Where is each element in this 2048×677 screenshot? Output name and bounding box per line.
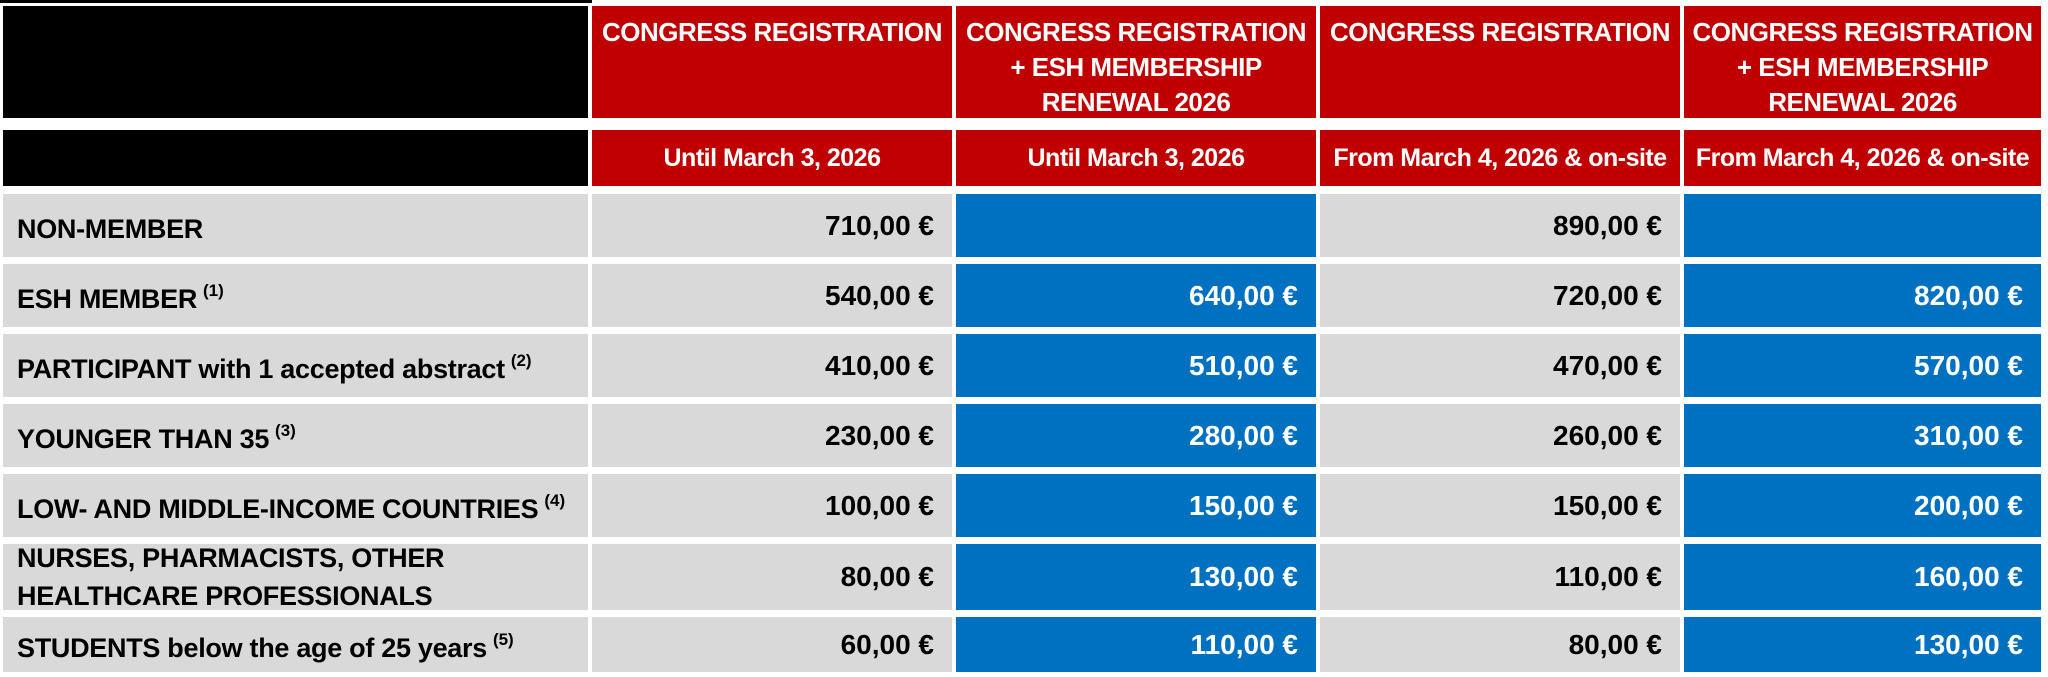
row-label: YOUNGER THAN 35 (3): [17, 417, 296, 455]
table-row-nurses-pharmacists: NURSES, PHARMACISTS, OTHER HEALTHCARE PR…: [3, 542, 2045, 612]
column-header-congress-late: CONGRESS REGISTRATION: [1320, 6, 1680, 118]
deadline-label: From March 4, 2026 & on-site: [1333, 143, 1667, 172]
price-cell: 260,00 €: [1320, 404, 1680, 467]
deadline-header: Until March 3, 2026: [592, 130, 952, 186]
price-cell: 160,00 €: [1684, 544, 2041, 610]
price-cell: 230,00 €: [592, 404, 952, 467]
price-cell: 60,00 €: [592, 617, 952, 672]
fees-table: CONGRESS REGISTRATION CONGRESS REGISTRAT…: [3, 6, 2045, 672]
price-cell: [956, 194, 1316, 257]
redacted-header-cell: [3, 6, 588, 118]
deadline-label: Until March 3, 2026: [663, 143, 881, 172]
header-row-titles: CONGRESS REGISTRATION CONGRESS REGISTRAT…: [3, 6, 2045, 118]
row-label-text: STUDENTS below the age of 25 years: [17, 632, 487, 663]
table-row-esh-member: ESH MEMBER (1) 540,00 € 640,00 € 720,00 €…: [3, 264, 2045, 327]
table-row-younger-than-35: YOUNGER THAN 35 (3) 230,00 € 280,00 € 260…: [3, 404, 2045, 467]
row-label-cell: PARTICIPANT with 1 accepted abstract (2): [3, 334, 588, 397]
column-header-congress-early: CONGRESS REGISTRATION: [592, 6, 952, 118]
row-label-cell: NON-MEMBER: [3, 194, 588, 257]
footnote-marker: (5): [492, 629, 514, 649]
table-row-low-middle-income: LOW- AND MIDDLE-INCOME COUNTRIES (4) 100,…: [3, 474, 2045, 537]
price-cell: 130,00 €: [1684, 617, 2041, 672]
footnote-marker: (2): [510, 350, 532, 370]
footnote-marker: (4): [544, 490, 566, 510]
row-label-cell: STUDENTS below the age of 25 years (5): [3, 617, 588, 672]
price-cell: 110,00 €: [1320, 544, 1680, 610]
table-row-non-member: NON-MEMBER 710,00 € 890,00 €: [3, 194, 2045, 257]
deadline-label: From March 4, 2026 & on-site: [1695, 143, 2030, 172]
price-cell: 130,00 €: [956, 544, 1316, 610]
row-label: NURSES, PHARMACISTS, OTHER HEALTHCARE PR…: [17, 542, 445, 612]
row-label-text: NURSES, PHARMACISTS, OTHER HEALTHCARE PR…: [17, 542, 445, 611]
column-title: CONGRESS REGISTRATION + ESH MEMBERSHIP R…: [965, 17, 1307, 117]
row-label: STUDENTS below the age of 25 years (5): [17, 626, 514, 664]
footnote-marker: (3): [275, 420, 296, 440]
price-cell: 100,00 €: [592, 474, 952, 537]
price-cell: 540,00 €: [592, 264, 952, 327]
deadline-header: Until March 3, 2026: [956, 130, 1316, 186]
price-cell: 710,00 €: [592, 194, 952, 257]
price-cell: 890,00 €: [1320, 194, 1680, 257]
price-cell: 570,00 €: [1684, 334, 2041, 397]
redacted-top-line: [0, 0, 592, 3]
column-title: CONGRESS REGISTRATION + ESH MEMBERSHIP R…: [1692, 17, 2033, 117]
column-title: CONGRESS REGISTRATION: [601, 17, 943, 47]
column-header-congress-membership-early: CONGRESS REGISTRATION + ESH MEMBERSHIP R…: [956, 6, 1316, 118]
footnote-marker: (1): [203, 280, 224, 300]
price-cell: 80,00 €: [592, 544, 952, 610]
row-label-text: NON-MEMBER: [17, 213, 203, 244]
column-title: CONGRESS REGISTRATION: [1329, 17, 1671, 47]
table-row-participant-abstract: PARTICIPANT with 1 accepted abstract (2) …: [3, 334, 2045, 397]
row-label: NON-MEMBER: [17, 207, 209, 245]
header-row-deadlines: Until March 3, 2026 Until March 3, 2026 …: [3, 130, 2045, 186]
price-cell: 470,00 €: [1320, 334, 1680, 397]
deadline-header: From March 4, 2026 & on-site: [1320, 130, 1680, 186]
row-label-cell: ESH MEMBER (1): [3, 264, 588, 327]
row-label-cell: NURSES, PHARMACISTS, OTHER HEALTHCARE PR…: [3, 542, 588, 612]
row-label-text: YOUNGER THAN 35: [17, 423, 270, 454]
price-cell: 280,00 €: [956, 404, 1316, 467]
price-cell: 310,00 €: [1684, 404, 2041, 467]
price-cell: [1684, 194, 2041, 257]
row-label-text: PARTICIPANT with 1 accepted abstract: [17, 353, 505, 384]
price-cell: 150,00 €: [956, 474, 1316, 537]
row-label: LOW- AND MIDDLE-INCOME COUNTRIES (4): [17, 487, 565, 525]
price-cell: 80,00 €: [1320, 617, 1680, 672]
deadline-header: From March 4, 2026 & on-site: [1684, 130, 2041, 186]
row-label: ESH MEMBER (1): [17, 277, 224, 315]
price-cell: 640,00 €: [956, 264, 1316, 327]
row-label-cell: LOW- AND MIDDLE-INCOME COUNTRIES (4): [3, 474, 588, 537]
row-label-text: ESH MEMBER: [17, 283, 198, 314]
table-row-students: STUDENTS below the age of 25 years (5) 60…: [3, 617, 2045, 672]
price-cell: 200,00 €: [1684, 474, 2041, 537]
row-label-text: LOW- AND MIDDLE-INCOME COUNTRIES: [17, 493, 539, 524]
row-label-cell: YOUNGER THAN 35 (3): [3, 404, 588, 467]
price-cell: 820,00 €: [1684, 264, 2041, 327]
price-cell: 720,00 €: [1320, 264, 1680, 327]
column-header-congress-membership-late: CONGRESS REGISTRATION + ESH MEMBERSHIP R…: [1684, 6, 2041, 118]
deadline-label: Until March 3, 2026: [1027, 143, 1245, 172]
price-cell: 150,00 €: [1320, 474, 1680, 537]
row-label: PARTICIPANT with 1 accepted abstract (2): [17, 347, 532, 385]
redacted-header-cell: [3, 130, 588, 186]
price-cell: 410,00 €: [592, 334, 952, 397]
price-cell: 110,00 €: [956, 617, 1316, 672]
price-cell: 510,00 €: [956, 334, 1316, 397]
